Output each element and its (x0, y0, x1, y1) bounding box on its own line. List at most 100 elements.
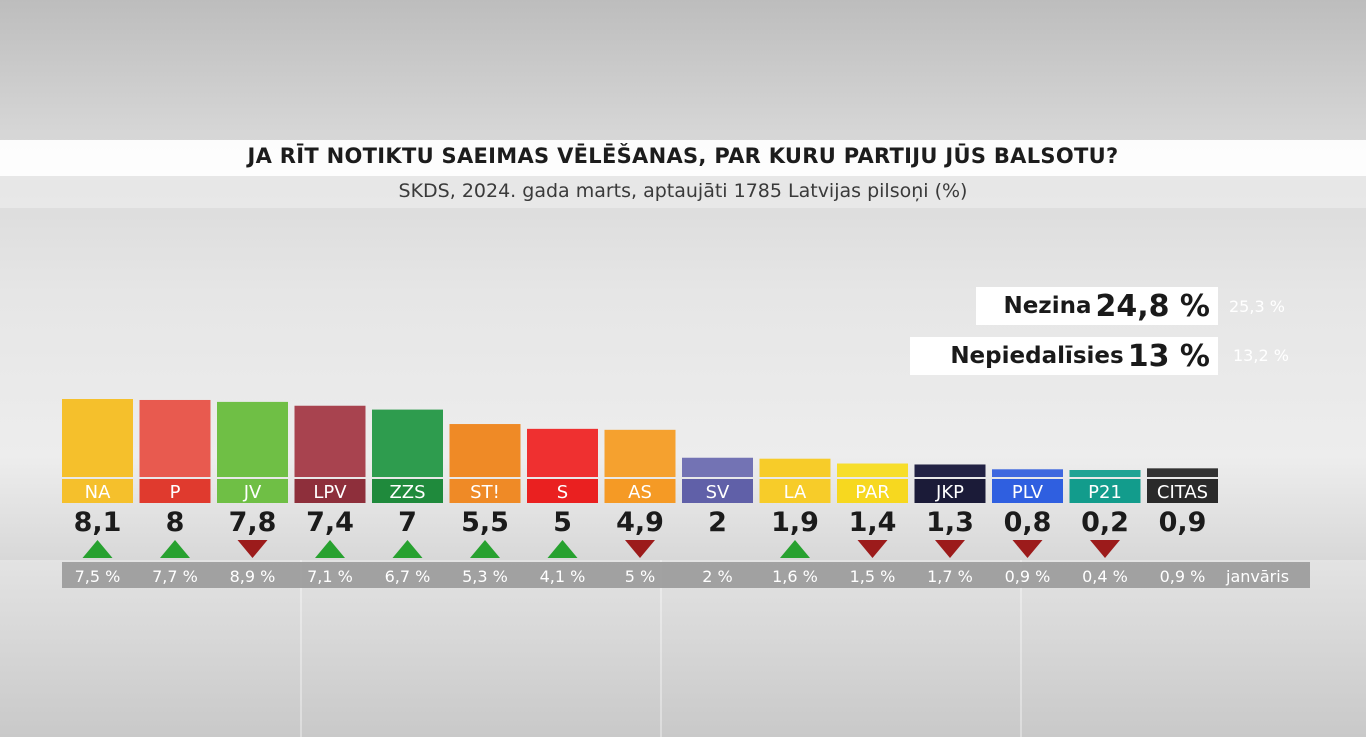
value-label: 7 (398, 507, 417, 538)
trend-down-icon (625, 540, 655, 558)
trend-down-icon (935, 540, 965, 558)
stat-label-nepiedalisies: Nepiedalīsies (950, 343, 1124, 369)
previous-value-label: 5,3 % (462, 567, 508, 586)
category-label-bg (1147, 479, 1218, 503)
value-label: 0,2 (1081, 507, 1129, 538)
value-label: 0,9 (1159, 507, 1207, 538)
floor-line (1020, 560, 1022, 737)
trend-down-icon (237, 540, 268, 558)
category-label: P (170, 482, 181, 503)
stat-value-nepiedalisies: 13 % (1127, 338, 1210, 374)
trend-up-icon (392, 540, 423, 558)
stat-previous-nepiedalisies: 13,2 % (1233, 346, 1289, 365)
value-label: 7,8 (229, 507, 277, 538)
previous-value-label: 0,9 % (1160, 567, 1206, 586)
category-label-bg (759, 479, 831, 503)
category-label: ZZS (389, 482, 425, 503)
stat-previous-nezina: 25,3 % (1229, 297, 1285, 316)
previous-value-label: 7,5 % (75, 567, 121, 586)
previous-value-label: 1,5 % (850, 567, 896, 586)
bar-jv (217, 401, 288, 477)
trend-up-icon (547, 540, 578, 558)
category-label-bg (372, 479, 443, 503)
value-label: 5,5 (461, 507, 509, 538)
bar-s (527, 428, 598, 477)
category-label: CITAS (1157, 482, 1208, 503)
value-label: 0,8 (1004, 507, 1052, 538)
bar-as (604, 429, 676, 477)
bar-plv (992, 469, 1063, 477)
previous-value-label: 7,1 % (307, 567, 353, 586)
subtitle-band (0, 176, 1366, 208)
stat-box-nepiedalisies: Nepiedalīsies 13 % (910, 337, 1218, 375)
bar-lpv (294, 405, 366, 477)
trend-up-icon (470, 540, 500, 558)
value-label: 4,9 (616, 507, 664, 538)
category-label: P21 (1088, 482, 1122, 503)
category-label-bg (1069, 479, 1141, 503)
chart-subtitle: SKDS, 2024. gada marts, aptaujāti 1785 L… (398, 180, 968, 202)
category-label: ST! (470, 482, 500, 503)
previous-value-label: 1,6 % (772, 567, 818, 586)
background-floor (0, 560, 1366, 737)
category-label-bg (914, 479, 986, 503)
value-label: 2 (708, 507, 727, 538)
category-label: PAR (855, 482, 890, 503)
category-label: SV (706, 482, 730, 503)
trend-down-icon (1090, 540, 1120, 558)
category-label-bg (294, 479, 366, 503)
trend-up-icon (780, 540, 810, 558)
category-label-bg (604, 479, 676, 503)
category-label-bg (139, 479, 211, 503)
floor-line (300, 560, 302, 737)
value-label: 1,9 (771, 507, 819, 538)
category-label: JKP (935, 482, 964, 503)
previous-value-label: 7,7 % (152, 567, 198, 586)
value-label: 1,3 (926, 507, 974, 538)
previous-value-label: 6,7 % (385, 567, 431, 586)
bar-na (62, 399, 133, 477)
category-label: PLV (1012, 482, 1044, 503)
bar-st (449, 424, 521, 477)
stat-value-nezina: 24,8 % (1095, 288, 1210, 324)
previous-value-label: 1,7 % (927, 567, 973, 586)
floor-line (660, 560, 662, 737)
bar-p (139, 399, 211, 477)
category-label: AS (628, 482, 652, 503)
value-label: 8 (166, 507, 185, 538)
bar-citas (1147, 468, 1218, 477)
previous-value-label: 4,1 % (540, 567, 586, 586)
bar-sv (682, 457, 753, 477)
value-label: 7,4 (306, 507, 354, 538)
trend-down-icon (1012, 540, 1043, 558)
category-label: JV (243, 482, 262, 503)
category-label: LA (784, 482, 807, 503)
value-label: 8,1 (74, 507, 122, 538)
chart-title: JA RĪT NOTIKTU SAEIMAS VĒLĒŠANAS, PAR KU… (247, 144, 1119, 168)
category-label-bg (527, 479, 598, 503)
category-label-bg (992, 479, 1063, 503)
value-label: 1,4 (849, 507, 897, 538)
trend-up-icon (82, 540, 113, 558)
stat-box-nezina: Nezina 24,8 % (976, 287, 1218, 325)
category-label: S (557, 482, 568, 503)
trend-up-icon (160, 540, 190, 558)
bar-jkp (914, 464, 986, 477)
bar-p21 (1069, 470, 1141, 477)
category-label: NA (85, 482, 111, 503)
trend-up-icon (315, 540, 345, 558)
bar-par (837, 463, 908, 477)
category-label-bg (449, 479, 521, 503)
category-label-bg (62, 479, 133, 503)
previous-value-label: 5 % (625, 567, 655, 586)
trend-down-icon (857, 540, 888, 558)
previous-value-label: 8,9 % (230, 567, 276, 586)
value-label: 5 (553, 507, 572, 538)
bar-zzs (372, 409, 443, 477)
bar-la (759, 458, 831, 477)
stat-label-nezina: Nezina (1003, 293, 1092, 319)
category-label: LPV (313, 482, 347, 503)
category-label-bg (217, 479, 288, 503)
category-label-bg (837, 479, 908, 503)
